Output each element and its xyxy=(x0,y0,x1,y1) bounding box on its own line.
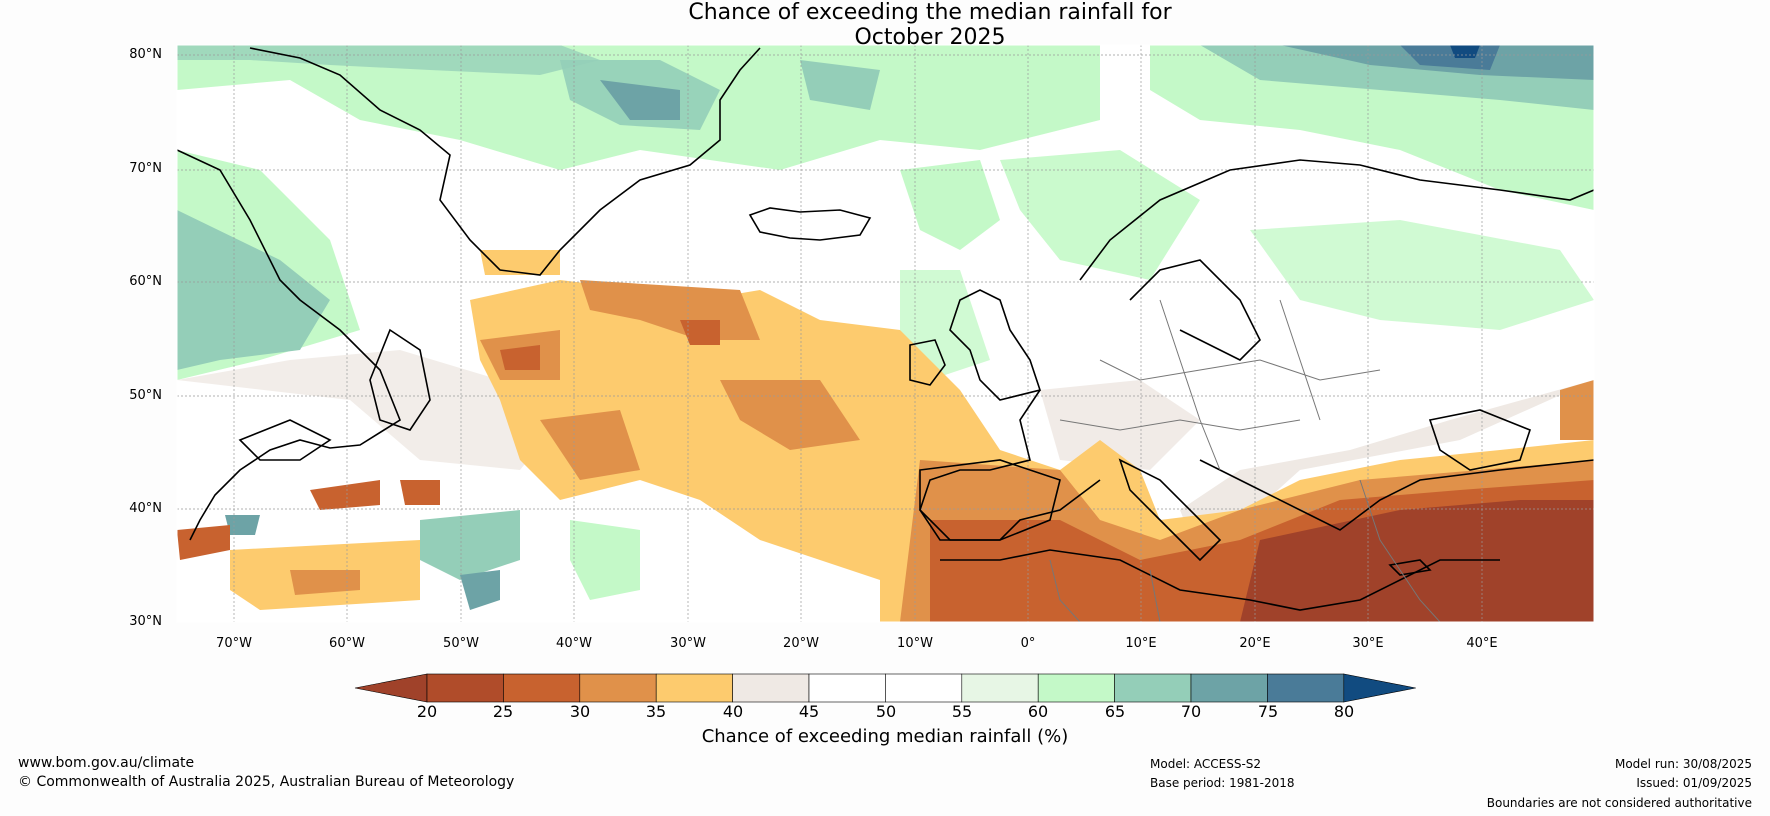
colorbar-tick-55: 55 xyxy=(951,702,973,721)
colorbar-tick-45: 45 xyxy=(798,702,820,721)
map-title-line1: Chance of exceeding the median rainfall … xyxy=(688,0,1172,25)
colorbar-tick-60: 60 xyxy=(1027,702,1049,721)
colorbar-tick-75: 75 xyxy=(1257,702,1279,721)
lat-label-40n: 40°N xyxy=(129,501,162,516)
lon-label-30e: 30°E xyxy=(1352,636,1384,651)
map-title: Chance of exceeding the median rainfall … xyxy=(0,0,1770,50)
lon-label-10w: 10°W xyxy=(897,636,933,651)
country-borders xyxy=(1049,299,1441,622)
ireland-coast xyxy=(909,339,946,386)
black-sea-coast xyxy=(1428,409,1531,471)
north-america-coast xyxy=(177,149,401,541)
colorbar-tick-70: 70 xyxy=(1180,702,1202,721)
colorbar-tick-80: 80 xyxy=(1333,702,1355,721)
colorbar-arrow-high xyxy=(1343,673,1416,703)
lon-label-20e: 20°E xyxy=(1239,636,1271,651)
coastlines xyxy=(177,47,1594,611)
lon-label-20w: 20°W xyxy=(783,636,819,651)
colorbar-tick-50: 50 xyxy=(875,702,897,721)
colorbar-segment xyxy=(1267,673,1345,703)
colorbar-segment xyxy=(1114,673,1192,703)
lon-label-30w: 30°W xyxy=(670,636,706,651)
colorbar-tick-65: 65 xyxy=(1104,702,1126,721)
footer-site-link[interactable]: www.bom.gov.au/climate xyxy=(18,755,195,771)
nova-scotia-coast xyxy=(238,419,332,461)
colorbar-segment xyxy=(732,673,810,703)
colorbar-label: Chance of exceeding median rainfall (%) xyxy=(701,726,1069,747)
europe-west-coast xyxy=(919,389,1101,541)
map-plot-area xyxy=(177,45,1594,622)
colorbar-tick-25: 25 xyxy=(492,702,514,721)
lon-label-40w: 40°W xyxy=(556,636,592,651)
footer-base-period: Base period: 1981-2018 xyxy=(1150,776,1295,790)
colorbar-segment xyxy=(808,673,886,703)
map-frame xyxy=(176,44,1595,623)
colorbar-segment xyxy=(503,673,581,703)
greenland-coast xyxy=(249,47,761,276)
footer-disclaimer: Boundaries are not considered authoritat… xyxy=(1486,796,1752,810)
iceland-coast xyxy=(748,207,872,241)
balkans-coast xyxy=(1199,459,1594,531)
lon-label-50w: 50°W xyxy=(443,636,479,651)
colorbar-tick-35: 35 xyxy=(645,702,667,721)
colorbar-tick-30: 30 xyxy=(569,702,591,721)
colorbar-segment xyxy=(1037,673,1115,703)
scandinavia-coast xyxy=(1079,159,1594,281)
cyprus-coast xyxy=(1388,559,1432,576)
footer-issued: Issued: 01/09/2025 xyxy=(1636,776,1752,790)
italy-coast xyxy=(1118,458,1222,562)
lon-label-70w: 70°W xyxy=(216,636,252,651)
colorbar-tick-40: 40 xyxy=(722,702,744,721)
colorbar-segment xyxy=(426,673,504,703)
newfoundland-coast xyxy=(369,328,431,431)
probability-fill-dry xyxy=(177,250,1594,622)
colorbar xyxy=(354,673,1416,703)
scandinavia-south-coast xyxy=(1129,259,1261,361)
colorbar-segment xyxy=(655,673,733,703)
iberia-coast xyxy=(919,459,1061,541)
lon-label-0: 0° xyxy=(1020,636,1036,651)
colorbar-arrow-low xyxy=(354,673,428,703)
footer-copyright: © Commonwealth of Australia 2025, Austra… xyxy=(18,774,515,790)
lat-label-80n: 80°N xyxy=(129,47,162,62)
lat-label-50n: 50°N xyxy=(129,388,162,403)
colorbar-segment xyxy=(961,673,1039,703)
colorbar-segment xyxy=(1190,673,1268,703)
colorbar-tick-20: 20 xyxy=(416,702,438,721)
lat-label-30n: 30°N xyxy=(129,614,162,629)
lon-label-60w: 60°W xyxy=(329,636,365,651)
lon-label-10e: 10°E xyxy=(1125,636,1157,651)
footer-model-run: Model run: 30/08/2025 xyxy=(1614,757,1752,771)
colorbar-segment xyxy=(885,673,963,703)
colorbar-segment xyxy=(579,673,657,703)
probability-fill-wet xyxy=(177,45,1594,610)
lat-label-70n: 70°N xyxy=(129,161,162,176)
lon-label-40e: 40°E xyxy=(1466,636,1498,651)
lat-label-60n: 60°N xyxy=(129,274,162,289)
footer-model: Model: ACCESS-S2 xyxy=(1150,757,1262,771)
map-gridlines xyxy=(177,45,1594,622)
probability-fill-neutral xyxy=(177,350,1594,560)
